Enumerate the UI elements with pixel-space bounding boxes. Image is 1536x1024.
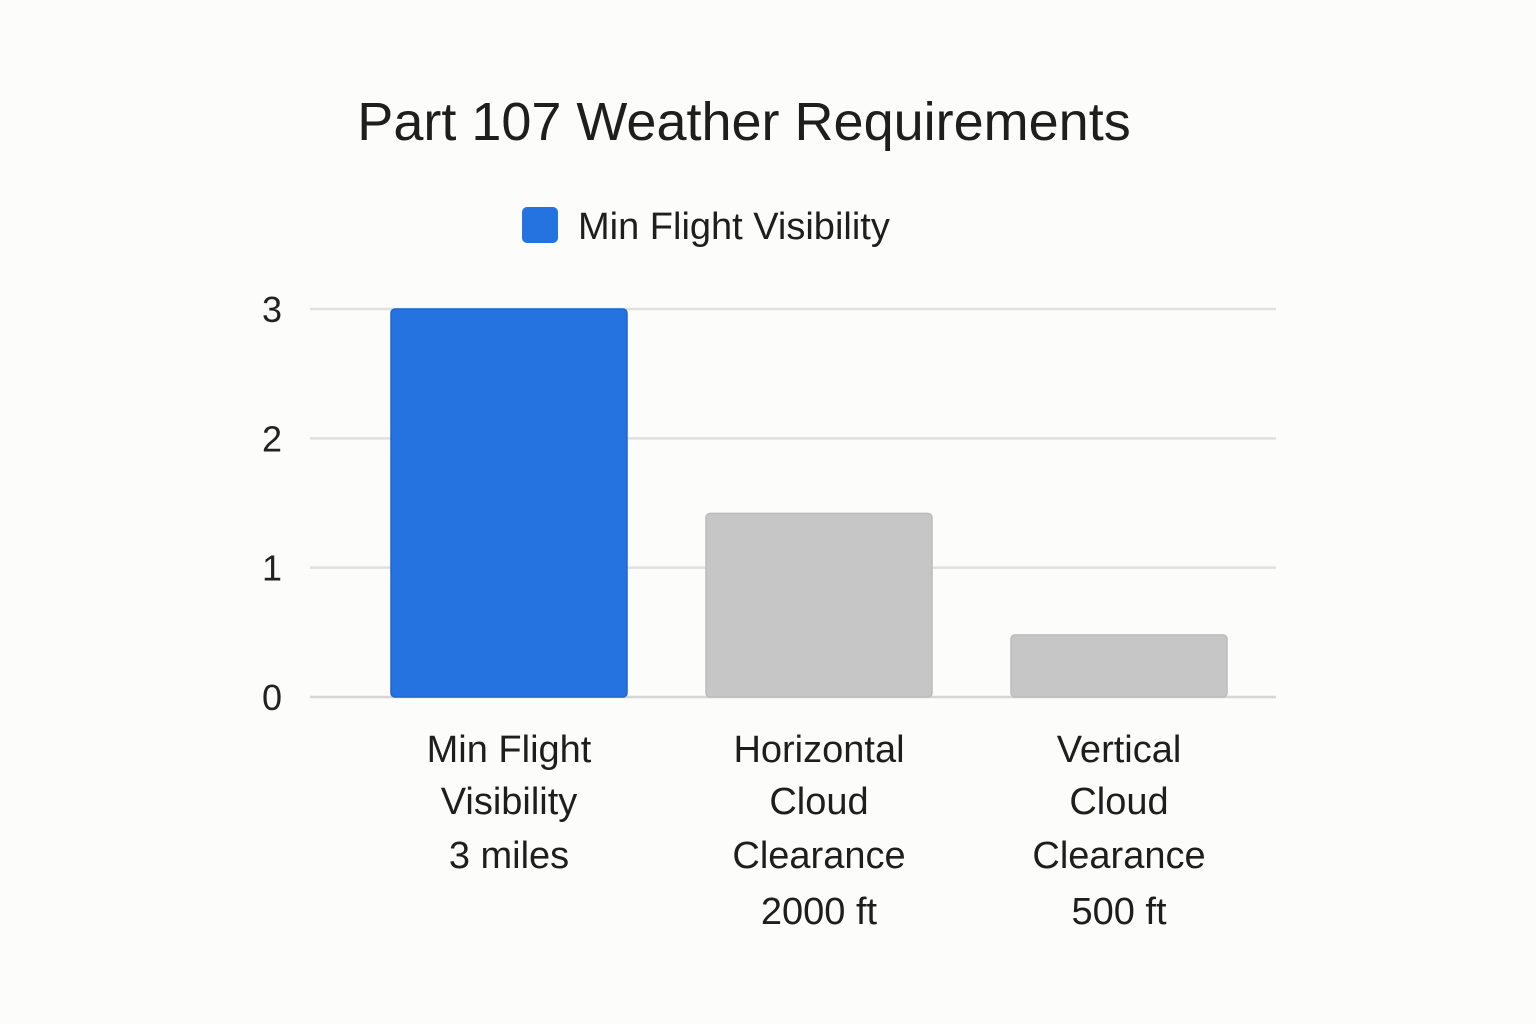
bar-0	[390, 308, 628, 698]
legend: Min Flight Visibility	[522, 206, 890, 248]
bar-2	[1010, 634, 1228, 698]
y-tick-label: 2	[262, 418, 282, 459]
legend-label: Min Flight Visibility	[578, 206, 890, 248]
x-tick-label: Vertical Cloud Clearance 500 ft	[1032, 729, 1205, 933]
chart-title: Part 107 Weather Requirements	[357, 92, 1130, 152]
y-tick-label: 3	[262, 289, 282, 330]
x-tick-label: Horizontal Cloud Clearance 2000 ft	[732, 729, 905, 933]
x-axis-labels: Min Flight Visibility 3 miles Horizontal Clo…	[427, 729, 1206, 933]
y-axis-ticks: 0 1 2 3	[262, 289, 282, 718]
x-tick-label: Min Flight Visibility 3 miles	[427, 729, 592, 877]
legend-swatch	[522, 207, 558, 243]
y-tick-label: 0	[262, 677, 282, 718]
bar-1	[705, 512, 933, 698]
y-tick-label: 1	[262, 548, 282, 589]
bars	[390, 308, 1228, 698]
